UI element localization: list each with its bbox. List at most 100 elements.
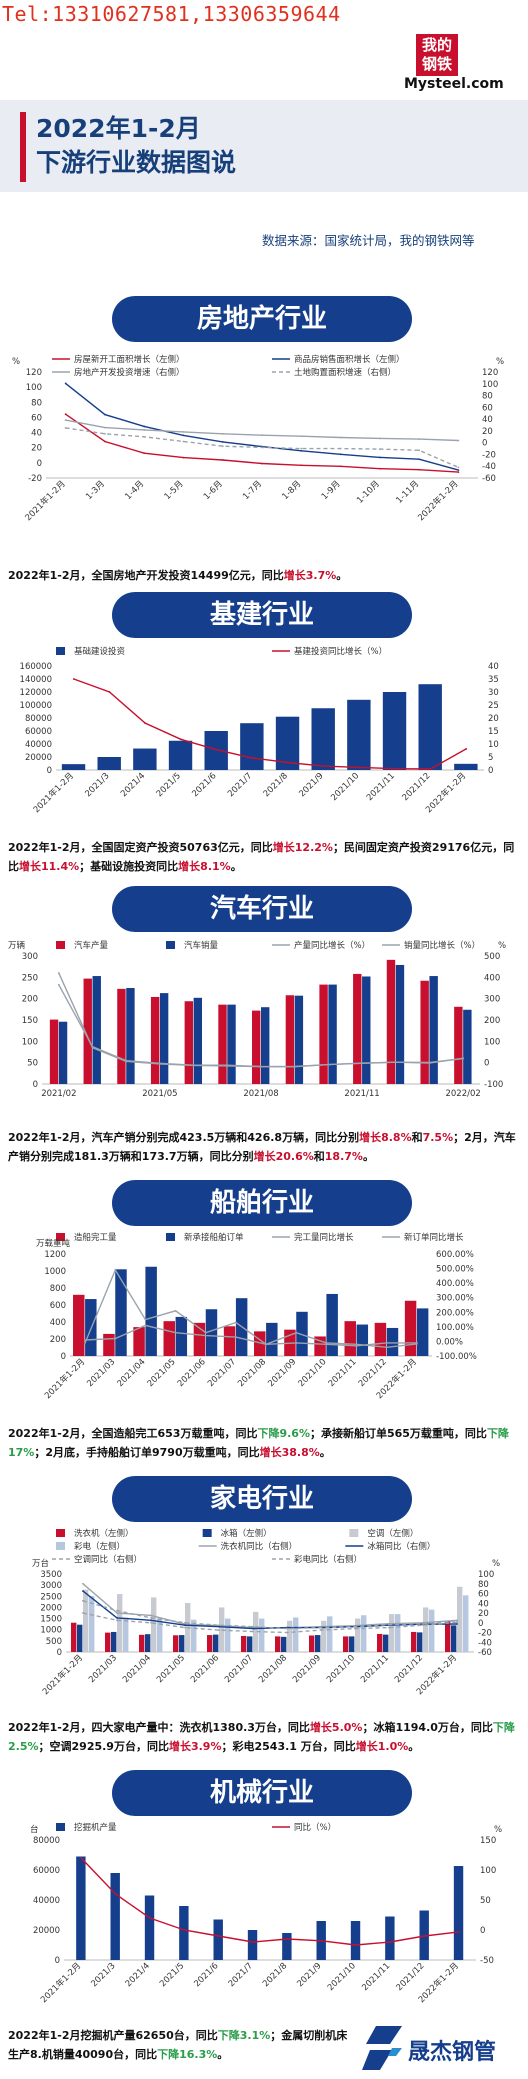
y-tick-label: 800 bbox=[50, 1284, 66, 1294]
data-point bbox=[418, 449, 420, 452]
data-point bbox=[143, 452, 146, 455]
x-tick-label: 1-8月 bbox=[280, 479, 303, 502]
data-point bbox=[218, 1629, 220, 1631]
bar-空调（左侧） bbox=[253, 1611, 259, 1652]
y2-tick-label: 15 bbox=[488, 727, 499, 737]
y2-axis-unit: % bbox=[496, 357, 504, 367]
bar-洗衣机（左侧） bbox=[71, 1622, 77, 1652]
data-point bbox=[260, 1065, 262, 1068]
summary-fragment: ；空调2925.9万台，同比 bbox=[38, 1740, 169, 1753]
y2-axis-unit: % bbox=[498, 941, 506, 951]
summary-fragment: 。 bbox=[336, 569, 348, 582]
bar-空调（左侧） bbox=[457, 1586, 463, 1652]
y-tick-label: 3500 bbox=[40, 1570, 62, 1580]
x-tick-label: 2021/11 bbox=[344, 1089, 379, 1099]
x-tick-label: 2021/03 bbox=[85, 1357, 117, 1389]
bar-新承接船舶订单 bbox=[386, 1327, 399, 1356]
y-tick-label: 80000 bbox=[25, 714, 52, 724]
y2-tick-label: 100 bbox=[482, 380, 498, 390]
data-point bbox=[339, 447, 342, 450]
summary-appliances: 2022年1-2月，四大家电产量中：洗衣机1380.3万台，同比增长5.0%；冰… bbox=[8, 1718, 522, 1756]
bar-汽车销量 bbox=[395, 964, 405, 1084]
bar-新承接船舶订单 bbox=[205, 1309, 218, 1356]
data-point bbox=[182, 440, 185, 443]
section-title-shipbuilding: 船舶行业 bbox=[112, 1180, 412, 1226]
bar-造船完工量 bbox=[404, 1300, 417, 1356]
chart-machinery: 挖掘机产量 同比（%） 台 % 80000 60000 40000 20000 0 150 100 5… bbox=[30, 1822, 502, 2005]
y-tick-label: 100 bbox=[22, 1037, 38, 1047]
bar-汽车产量 bbox=[218, 1004, 227, 1084]
bar-基础建设投资 bbox=[168, 740, 193, 770]
bar-彩电（左侧） bbox=[361, 1615, 367, 1652]
y2-tick-label: 10 bbox=[488, 740, 499, 750]
data-point bbox=[286, 1938, 289, 1940]
bar-基础建设投资 bbox=[61, 764, 86, 770]
data-point bbox=[388, 1623, 390, 1626]
data-point bbox=[204, 1331, 207, 1334]
x-tick-label: 2021/11 bbox=[359, 1653, 391, 1685]
data-point bbox=[143, 429, 146, 431]
y-tick-label: 150 bbox=[22, 1016, 38, 1026]
data-point bbox=[64, 427, 67, 429]
x-tick-label: 2022年1-2月 bbox=[416, 478, 461, 523]
data-point bbox=[192, 1064, 195, 1067]
data-point bbox=[251, 757, 254, 759]
section-title-infrastructure: 基建行业 bbox=[112, 592, 412, 638]
data-point bbox=[144, 1324, 147, 1327]
x-tick-label: 2021/8 bbox=[261, 1961, 289, 1989]
page-title: 2022年1-2月 下游行业数据图说 bbox=[36, 112, 236, 180]
y2-tick-label: 40 bbox=[478, 1599, 489, 1609]
y-tick-label: 500 bbox=[46, 1637, 62, 1647]
data-point bbox=[114, 1269, 117, 1271]
page-title-line-1: 2022年1-2月 bbox=[36, 114, 201, 143]
summary-fragment: 增长3.9% bbox=[168, 1740, 222, 1753]
data-point bbox=[182, 430, 185, 433]
data-point bbox=[150, 1621, 152, 1624]
bar-洗衣机（左侧） bbox=[309, 1635, 315, 1652]
data-point bbox=[320, 1626, 322, 1629]
y-tick-label: 0 bbox=[55, 1956, 60, 1966]
bar-冰箱（左侧） bbox=[77, 1624, 83, 1652]
summary-fragment: 。 bbox=[230, 860, 242, 873]
legend-label: 产量同比增长（%） bbox=[294, 940, 370, 951]
y-tick-label: 80000 bbox=[33, 1836, 60, 1846]
bar-汽车销量 bbox=[126, 988, 135, 1084]
y-tick-label: -20 bbox=[28, 474, 42, 484]
bar-汽车销量 bbox=[463, 1009, 472, 1084]
bar-造船完工量 bbox=[133, 1327, 145, 1356]
bar-汽车销量 bbox=[58, 1021, 68, 1084]
legend-label: 完工量同比增长 bbox=[294, 1232, 354, 1243]
data-point bbox=[428, 1061, 431, 1064]
y-tick-label: 300 bbox=[22, 952, 38, 962]
data-point bbox=[457, 1930, 460, 1933]
bar-造船完工量 bbox=[103, 1333, 115, 1356]
data-point bbox=[325, 1343, 328, 1346]
x-tick-label: 1-10月 bbox=[355, 479, 382, 506]
data-point bbox=[389, 1941, 392, 1943]
summary-fragment: 。 bbox=[408, 1740, 420, 1753]
data-point bbox=[300, 447, 303, 450]
section-title-auto: 汽车行业 bbox=[112, 886, 412, 932]
data-point bbox=[184, 1624, 186, 1627]
bar-汽车产量 bbox=[83, 978, 92, 1084]
y2-tick-label: -100.00% bbox=[436, 1352, 477, 1362]
summary-fragment: 下降9.6% bbox=[257, 1427, 310, 1440]
data-point bbox=[429, 768, 432, 770]
y2-tick-label: 80 bbox=[482, 392, 493, 402]
bar-基础建设投资 bbox=[311, 708, 335, 770]
x-tick-label: 2021/07 bbox=[223, 1653, 255, 1685]
summary-fragment: ；金属切削机床生产8. bbox=[8, 2029, 348, 2061]
y2-tick-label: 0.00% bbox=[436, 1337, 463, 1347]
summary-fragment: ；基础设施投资同比 bbox=[79, 860, 179, 873]
summary-realestate: 2022年1-2月，全国房地产开发投资14499亿元，同比增长3.7%。 bbox=[8, 566, 522, 585]
chart-appliances: 洗衣机（左侧） 冰箱（左侧） 空调（左侧） 彩电（左侧） 洗衣机同比（右侧） 冰箱同比（右… bbox=[32, 1528, 500, 1697]
bar-汽车产量 bbox=[353, 973, 362, 1084]
bar-冰箱（左侧） bbox=[349, 1636, 355, 1652]
data-point bbox=[174, 1331, 177, 1334]
bar-汽车销量 bbox=[294, 995, 304, 1084]
x-tick-label: 1-4月 bbox=[123, 479, 146, 502]
summary-fragment: 增长20.6% bbox=[253, 1150, 314, 1163]
summary-fragment: ；承接新船订单565万载重吨，同比 bbox=[309, 1427, 487, 1440]
x-tick-label: 2021/8 bbox=[262, 771, 290, 799]
